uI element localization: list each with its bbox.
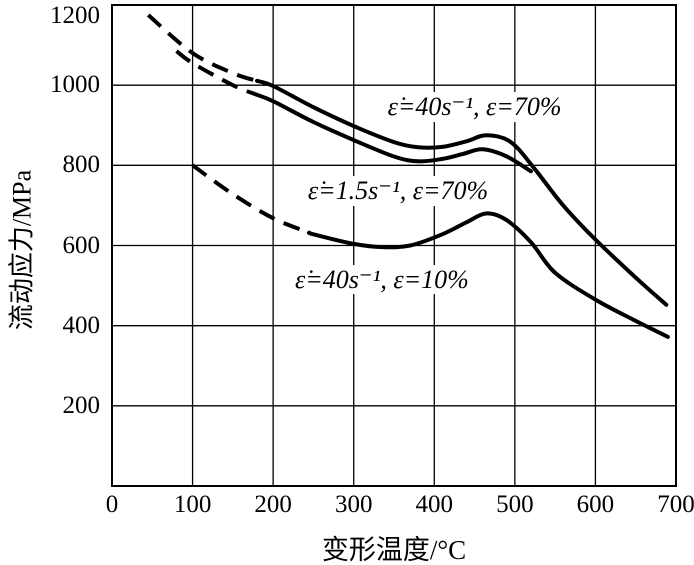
label-rate1p5-strain70: ε̇=1.5s⁻¹, ε=70% [304, 176, 492, 207]
y-tick-label-800: 800 [62, 151, 101, 179]
curve-rate40-strain70-dashed-segment [146, 13, 258, 83]
y-tick-label-200: 200 [62, 391, 101, 419]
y-tick-label-1000: 1000 [50, 71, 100, 99]
x-tick-label-300: 300 [334, 491, 373, 518]
curve-rate40-strain10-dashed-segment [191, 163, 311, 235]
curve-rate40-strain10-solid-segment [306, 211, 670, 339]
x-tick-label-500: 500 [496, 491, 534, 518]
x-tick-label-400: 400 [415, 491, 454, 518]
label-rate40-strain70: ε̇=40s⁻¹, ε=70% [384, 92, 565, 123]
label-rate40-strain10: ε̇=40s⁻¹, ε=10% [291, 264, 472, 295]
curve-rate40-strain70-solid-segment [255, 78, 669, 307]
plot-border [111, 4, 677, 487]
x-tick-label-600: 600 [576, 491, 615, 518]
curve-rate1p5-strain70-dashed-segment [175, 49, 258, 97]
x-tick-label-0: 0 [105, 491, 119, 518]
y-tick-label-400: 400 [62, 311, 101, 339]
x-axis-title: 变形温度/°C [321, 535, 467, 565]
x-tick-label-100: 100 [173, 491, 212, 518]
x-tick-label-700: 700 [657, 491, 694, 518]
curve-rate1p5-strain70-solid-segment [255, 92, 533, 174]
y-tick-label-600: 600 [62, 231, 101, 259]
y-tick-label-1200: 1200 [50, 2, 100, 29]
x-tick-label-200: 200 [254, 491, 292, 518]
